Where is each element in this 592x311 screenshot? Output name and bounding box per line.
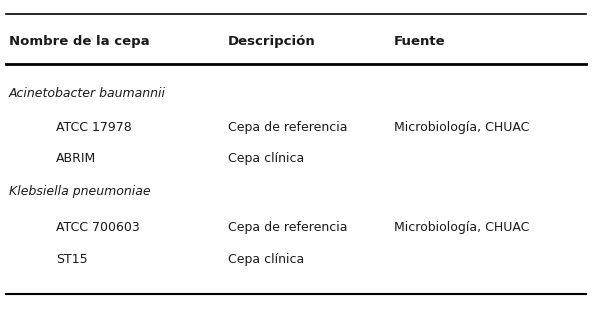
Text: Acinetobacter baumannii: Acinetobacter baumannii bbox=[9, 87, 166, 100]
Text: Descripción: Descripción bbox=[228, 35, 316, 49]
Text: Microbiología, CHUAC: Microbiología, CHUAC bbox=[394, 121, 529, 134]
Text: ST15: ST15 bbox=[56, 253, 88, 266]
Text: Nombre de la cepa: Nombre de la cepa bbox=[9, 35, 150, 49]
Text: Cepa de referencia: Cepa de referencia bbox=[228, 121, 348, 134]
Text: Cepa clínica: Cepa clínica bbox=[228, 152, 304, 165]
Text: Microbiología, CHUAC: Microbiología, CHUAC bbox=[394, 220, 529, 234]
Text: Fuente: Fuente bbox=[394, 35, 445, 49]
Text: Cepa de referencia: Cepa de referencia bbox=[228, 220, 348, 234]
Text: Klebsiella pneumoniae: Klebsiella pneumoniae bbox=[9, 185, 150, 198]
Text: Cepa clínica: Cepa clínica bbox=[228, 253, 304, 266]
Text: ATCC 17978: ATCC 17978 bbox=[56, 121, 132, 134]
Text: ABRIM: ABRIM bbox=[56, 152, 96, 165]
Text: ATCC 700603: ATCC 700603 bbox=[56, 220, 140, 234]
